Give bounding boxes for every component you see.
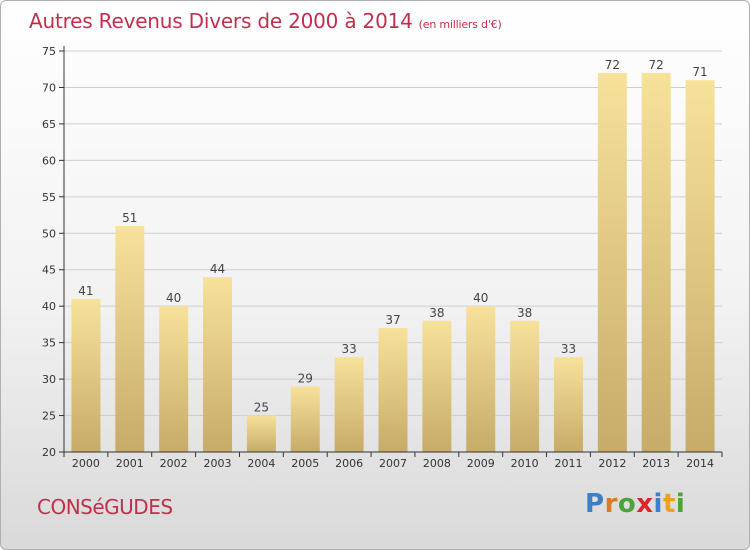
bar: [203, 277, 233, 452]
bar-value-label: 72: [649, 58, 664, 72]
x-tick-label: 2005: [291, 457, 319, 470]
bar: [422, 320, 452, 452]
x-tick-label: 2004: [247, 457, 275, 470]
bar-value-label: 33: [341, 342, 356, 356]
x-tick-label: 2012: [598, 457, 626, 470]
y-tick-label: 50: [42, 227, 56, 240]
x-tick-label: 2000: [72, 457, 100, 470]
logo-letter: P: [585, 489, 605, 519]
bar-value-label: 72: [605, 58, 620, 72]
x-tick-label: 2011: [554, 457, 582, 470]
y-tick-label: 55: [42, 191, 56, 204]
x-tick-label: 2006: [335, 457, 363, 470]
bar-value-label: 51: [122, 211, 137, 225]
logo-letter: r: [604, 489, 618, 519]
logo-letter: o: [617, 489, 637, 519]
x-tick-label: 2014: [686, 457, 714, 470]
axes: 20 25 30 35 40 45 50 55 60 65 70 75 2000 2001 2002 2003…: [42, 45, 723, 470]
proxiti-logo: Proxiti: [585, 489, 685, 519]
bar: [378, 328, 408, 452]
x-tick-label: 2008: [423, 457, 451, 470]
bar-value-label: 38: [517, 306, 532, 320]
bar-value-label: 33: [561, 342, 576, 356]
y-tick-label: 45: [42, 264, 56, 277]
chart-title: Autres Revenus Divers de 2000 à 2014 (en …: [29, 9, 502, 33]
y-tick-label: 75: [42, 45, 56, 58]
bar: [71, 298, 101, 452]
x-tick-label: 2002: [160, 457, 188, 470]
logo-letter: x: [636, 489, 654, 519]
bars: [71, 72, 715, 452]
bar-value-label: 37: [385, 313, 400, 327]
bar: [246, 415, 276, 452]
bar: [510, 320, 540, 452]
bar: [466, 306, 496, 452]
y-tick-label: 20: [42, 446, 56, 459]
y-tick-label: 35: [42, 337, 56, 350]
y-tick-label: 40: [42, 300, 56, 313]
bar: [597, 72, 627, 452]
bar-value-label: 44: [210, 262, 225, 276]
bar: [334, 357, 364, 452]
bar-value-label: 41: [78, 284, 93, 298]
y-tick-label: 25: [42, 410, 56, 423]
bar: [290, 386, 320, 452]
bar-value-label: 29: [298, 371, 313, 385]
chart-title-text: Autres Revenus Divers de 2000 à 2014: [29, 9, 413, 33]
chart-subtitle: (en milliers d'€): [418, 18, 502, 31]
bar-value-label: 38: [429, 306, 444, 320]
logo-letter: i: [675, 489, 686, 519]
value-labels: 41 51 40 44 25 29 33 37 38 40 38 33 72 72 71: [78, 58, 707, 415]
bar: [159, 306, 189, 452]
bar: [553, 357, 583, 452]
x-tick-label: 2001: [116, 457, 144, 470]
y-tick-label: 70: [42, 81, 56, 94]
y-tick-label: 65: [42, 118, 56, 131]
x-tick-label: 2007: [379, 457, 407, 470]
x-tick-label: 2003: [204, 457, 232, 470]
commune-name: CONSéGUDES: [37, 495, 173, 519]
y-tick-label: 60: [42, 154, 56, 167]
bar: [641, 72, 671, 452]
x-tick-label: 2013: [642, 457, 670, 470]
bar-value-label: 71: [692, 65, 707, 79]
bar-value-label: 25: [254, 401, 269, 415]
logo-letter: t: [662, 489, 676, 519]
x-tick-label: 2009: [467, 457, 495, 470]
bar-value-label: 40: [473, 291, 488, 305]
bar: [685, 80, 715, 452]
x-tick-label: 2010: [511, 457, 539, 470]
logo-letter: i: [653, 489, 663, 519]
y-tick-label: 30: [42, 373, 56, 386]
bar: [115, 225, 145, 452]
bar-value-label: 40: [166, 291, 181, 305]
